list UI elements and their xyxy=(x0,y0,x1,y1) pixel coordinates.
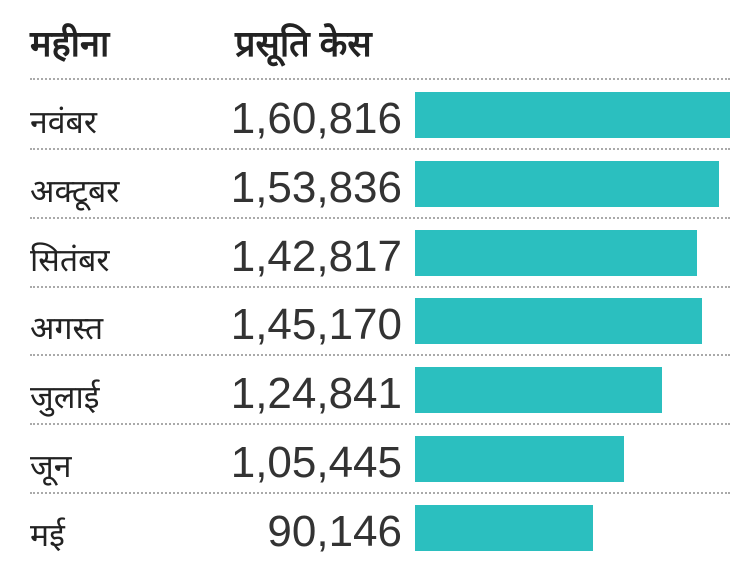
bar xyxy=(415,367,662,414)
category-label: सितंबर xyxy=(30,241,110,278)
chart-row: मई 90,146 xyxy=(0,504,730,573)
chart-row: जुलाई 1,24,841 xyxy=(0,367,730,435)
bar xyxy=(415,504,594,551)
chart-row: नवंबर 1,60,816 xyxy=(0,92,730,160)
category-label: अक्टूबर xyxy=(30,172,120,209)
bar xyxy=(415,229,698,276)
category-label: नवंबर xyxy=(30,104,97,140)
chart-row: अगस्त 1,45,170 xyxy=(0,298,730,366)
header-cases: प्रसूति केस xyxy=(235,23,372,64)
bar xyxy=(415,436,624,482)
chart-row: जून 1,05,445 xyxy=(0,436,730,504)
header-separator xyxy=(30,78,730,80)
row-separator xyxy=(30,216,730,219)
row-separator xyxy=(30,423,730,426)
row-separator xyxy=(30,492,730,494)
category-label: मई xyxy=(30,516,65,553)
chart-row: सितंबर 1,42,817 xyxy=(0,229,730,298)
row-separator xyxy=(30,148,730,150)
bar xyxy=(415,92,730,138)
row-separator xyxy=(30,285,730,288)
data-label: 1,60,816 xyxy=(230,94,402,143)
category-label: जून xyxy=(30,448,72,484)
row-separator xyxy=(30,354,730,357)
data-label: 1,53,836 xyxy=(230,162,402,212)
data-label: 90,146 xyxy=(267,506,402,556)
category-label: अगस्त xyxy=(30,310,104,347)
data-label: 1,42,817 xyxy=(230,231,402,281)
header-month: महीना xyxy=(30,23,110,64)
category-label: जुलाई xyxy=(30,379,100,416)
chart-row: अक्टूबर 1,53,836 xyxy=(0,160,730,229)
data-label: 1,05,445 xyxy=(230,438,402,487)
bar xyxy=(415,160,720,207)
data-label: 1,24,841 xyxy=(230,369,402,419)
data-label: 1,45,170 xyxy=(230,300,402,350)
bar xyxy=(415,298,703,345)
